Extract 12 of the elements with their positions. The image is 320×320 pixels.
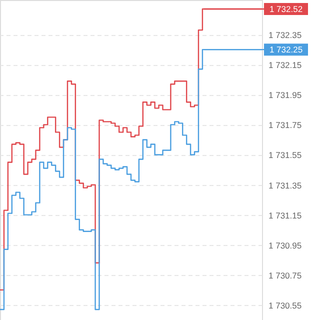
y-tick-label: 1 731.75 [268,120,302,130]
y-tick-label: 1 730.95 [268,240,302,250]
y-tick-label: 1 731.15 [268,210,302,220]
y-tick-label: 1 731.55 [268,150,302,160]
ref-line-label: 1 732.25 [269,44,303,55]
y-tick-label: 1 731.95 [268,90,302,100]
y-tick-label: 1 731.35 [268,180,302,190]
y-tick-label: 1 732.15 [268,60,302,70]
ref-line-label: 1 732.52 [269,4,303,14]
y-tick-label: 1 730.75 [268,270,302,280]
y-tick-label: 1 732.35 [268,30,302,40]
y-tick-label: 1 730.55 [268,300,302,310]
